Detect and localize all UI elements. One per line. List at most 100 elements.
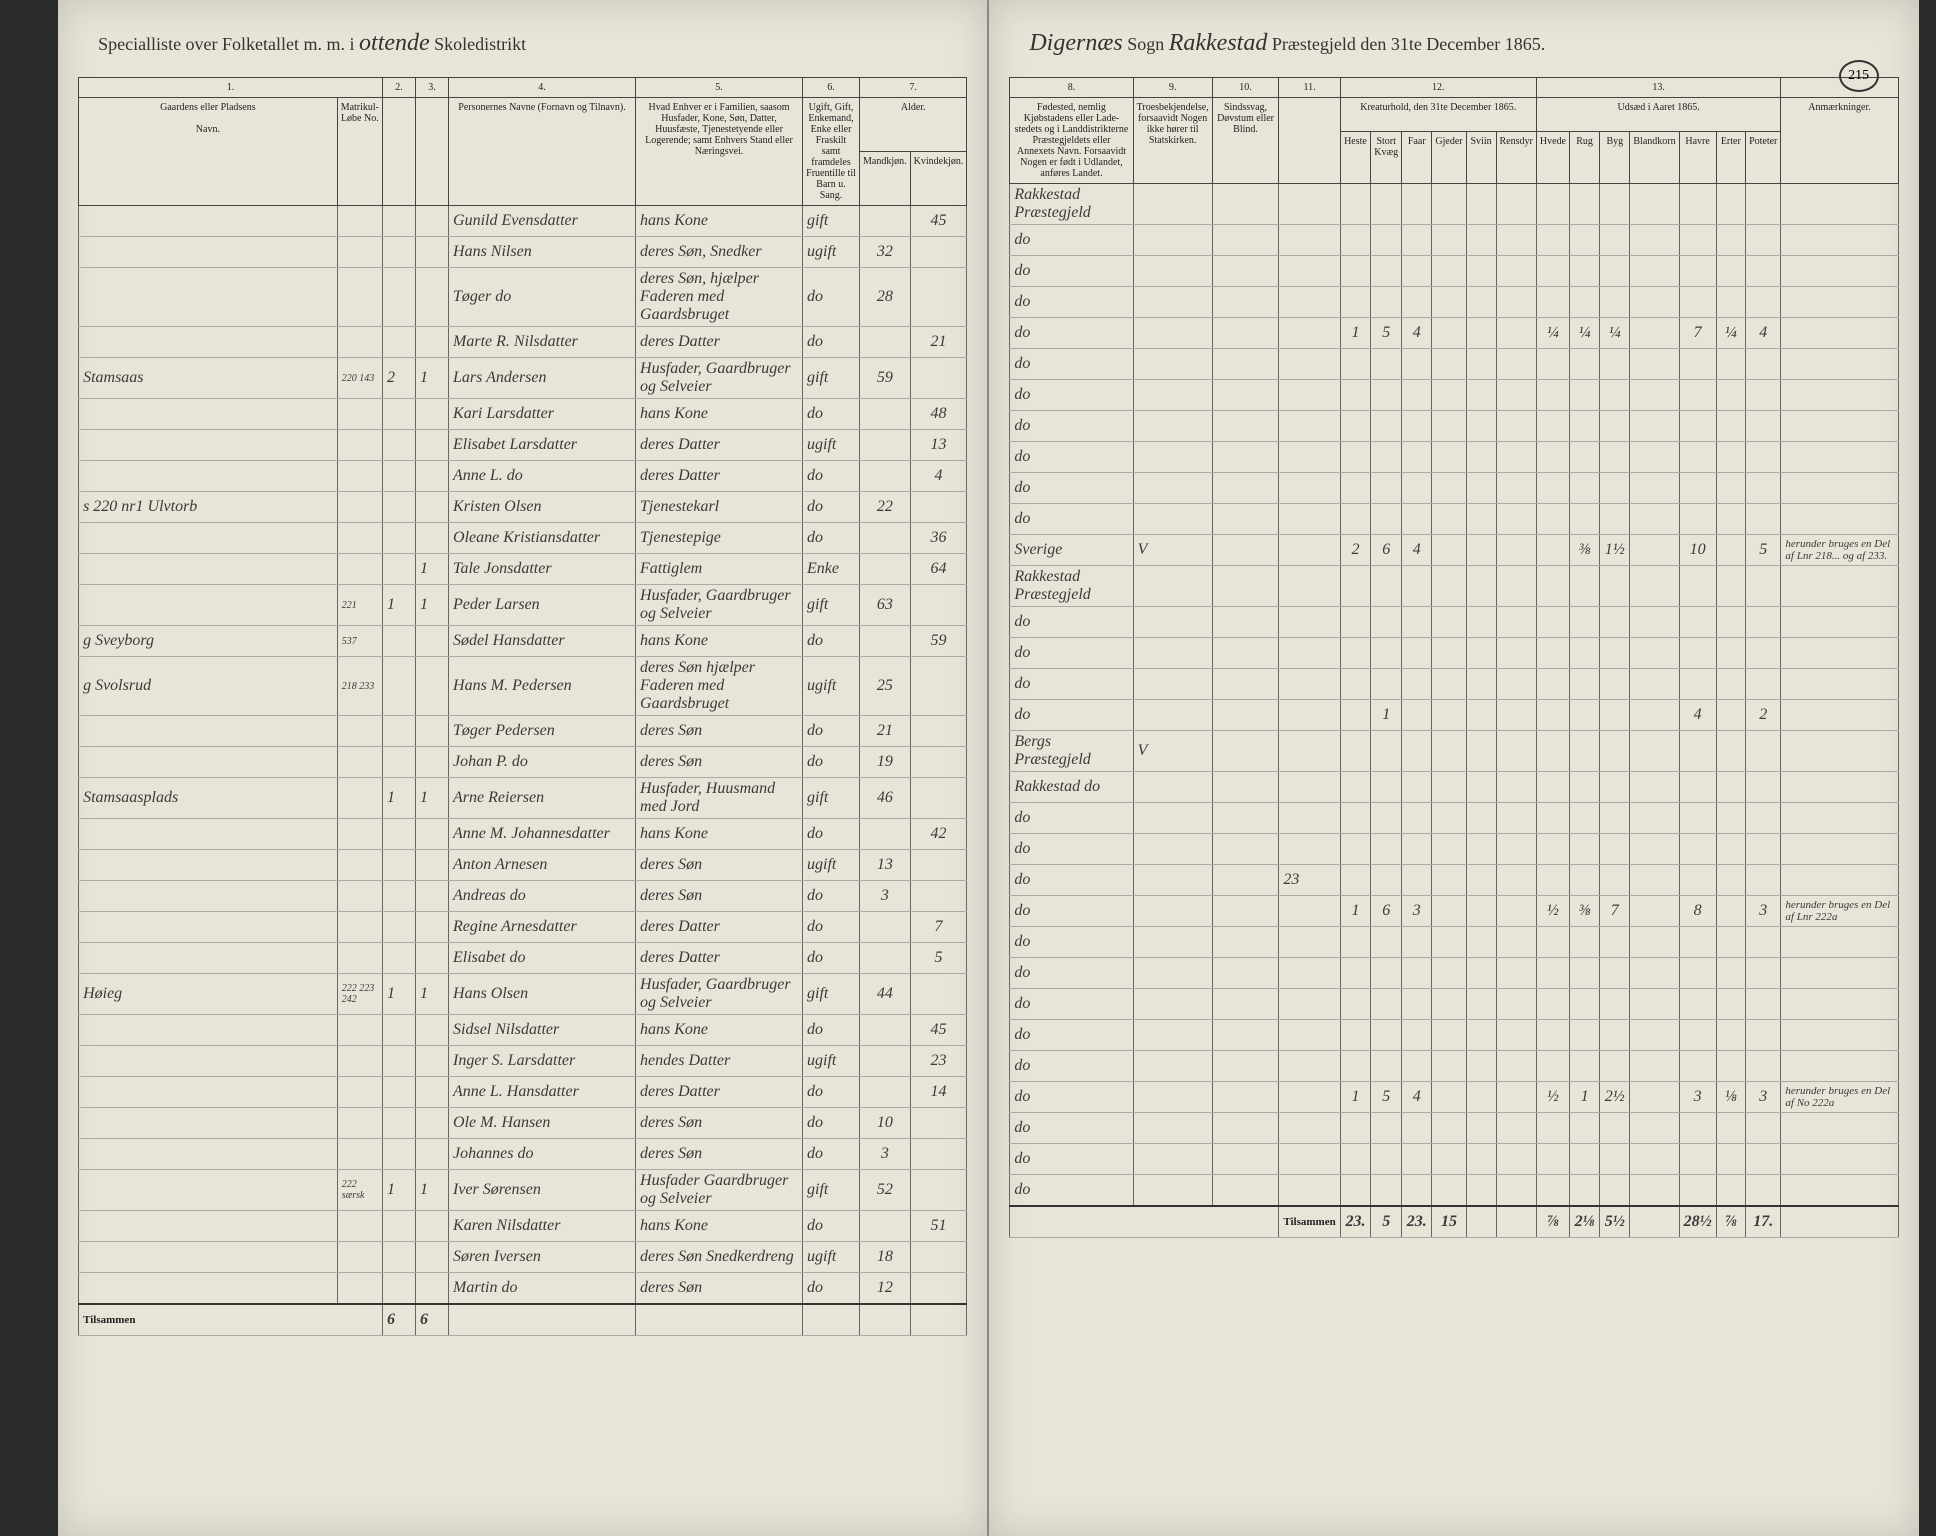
livestock-cell: [1340, 566, 1371, 607]
age-f-cell: 14: [910, 1077, 967, 1108]
col11-cell: 23: [1279, 865, 1340, 896]
name-cell: Ole M. Hansen: [449, 1108, 636, 1139]
age-m-cell: 21: [860, 716, 911, 747]
livestock-cell: [1402, 1144, 1432, 1175]
livestock-cell: [1679, 184, 1716, 225]
place-cell: do: [1010, 504, 1133, 535]
crops-label: Udsæd i Aaret 1865.: [1536, 98, 1781, 132]
table-row: Regine Arnesdatter deres Datter do 7: [79, 912, 967, 943]
livestock-cell: 4: [1679, 700, 1716, 731]
livestock-cell: [1536, 473, 1569, 504]
livestock-cell: [1466, 772, 1496, 803]
age-f-cell: 21: [910, 327, 967, 358]
col11-cell: [1279, 700, 1340, 731]
livestock-cell: [1679, 1144, 1716, 1175]
col9-cell: [1133, 473, 1212, 504]
table-row: g Svolsrud 218 233 Hans M. Pedersen dere…: [79, 657, 967, 716]
age-m-cell: [860, 1046, 911, 1077]
matr-cell: [337, 881, 382, 912]
livestock-cell: [1600, 411, 1630, 442]
col11-cell: [1279, 1144, 1340, 1175]
matr-cell: [337, 399, 382, 430]
livestock-cell: [1496, 504, 1536, 535]
livestock-cell: [1600, 927, 1630, 958]
tot-4: [1466, 1206, 1496, 1238]
c2-cell: [383, 1211, 416, 1242]
c2-cell: [383, 943, 416, 974]
c3-cell: [416, 1015, 449, 1046]
livestock-label: Kreaturhold, den 31te December 1865.: [1340, 98, 1536, 132]
tot-3: 15: [1432, 1206, 1466, 1238]
livestock-cell: [1402, 927, 1432, 958]
remarks-cell: [1781, 772, 1898, 803]
farm-cell: Stamsaasplads: [79, 778, 338, 819]
place-cell: do: [1010, 1175, 1133, 1207]
livestock-cell: [1432, 1144, 1466, 1175]
matr-cell: [337, 1077, 382, 1108]
livestock-cell: 2: [1340, 535, 1371, 566]
table-row: Elisabet Larsdatter deres Datter ugift 1…: [79, 430, 967, 461]
livestock-cell: [1340, 638, 1371, 669]
livestock-cell: [1536, 700, 1569, 731]
c3-cell: [416, 399, 449, 430]
tot-2: 23.: [1402, 1206, 1432, 1238]
livestock-cell: [1340, 411, 1371, 442]
matr-cell: [337, 778, 382, 819]
livestock-cell: [1630, 566, 1679, 607]
livestock-cell: [1432, 731, 1466, 772]
age-m-cell: [860, 206, 911, 237]
livestock-cell: [1340, 504, 1371, 535]
livestock-cell: [1536, 607, 1569, 638]
livestock-cell: [1716, 256, 1745, 287]
c2-cell: [383, 1108, 416, 1139]
livestock-cell: [1496, 927, 1536, 958]
age-m-cell: 18: [860, 1242, 911, 1273]
col10-cell: [1212, 669, 1279, 700]
col9-cell: [1133, 700, 1212, 731]
role-cell: Husfader Gaardbruger og Selveier: [636, 1170, 803, 1211]
livestock-cell: [1432, 1113, 1466, 1144]
livestock-cell: [1402, 256, 1432, 287]
havre: Havre: [1679, 131, 1716, 183]
col9-cell: [1133, 865, 1212, 896]
livestock-cell: [1432, 1175, 1466, 1207]
table-row: do: [1010, 256, 1898, 287]
livestock-cell: [1536, 989, 1569, 1020]
livestock-cell: [1496, 989, 1536, 1020]
livestock-cell: [1679, 225, 1716, 256]
livestock-cell: [1746, 504, 1781, 535]
age-f-cell: [910, 585, 967, 626]
table-row: Elisabet do deres Datter do 5: [79, 943, 967, 974]
livestock-cell: [1569, 638, 1599, 669]
livestock-cell: [1679, 380, 1716, 411]
livestock-cell: [1496, 607, 1536, 638]
col11-cell: [1279, 184, 1340, 225]
livestock-cell: [1466, 184, 1496, 225]
livestock-cell: [1630, 927, 1679, 958]
place-cell: do: [1010, 700, 1133, 731]
c2-cell: [383, 626, 416, 657]
remarks-cell: [1781, 834, 1898, 865]
table-row: Andreas do deres Søn do 3: [79, 881, 967, 912]
farm-cell: [79, 206, 338, 237]
remarks-cell: herunder bruges en Del af Lnr 218... og …: [1781, 535, 1898, 566]
book-spread: Specialliste over Folketallet m. m. i ot…: [0, 0, 1936, 1536]
table-row: do: [1010, 349, 1898, 380]
livestock-cell: [1432, 504, 1466, 535]
place-cell: do: [1010, 442, 1133, 473]
livestock-cell: [1536, 1144, 1569, 1175]
name-cell: Lars Andersen: [449, 358, 636, 399]
livestock-cell: [1716, 1144, 1745, 1175]
age-m-cell: 13: [860, 850, 911, 881]
livestock-cell: 3: [1402, 896, 1432, 927]
remarks-cell: [1781, 927, 1898, 958]
age-m-cell: [860, 430, 911, 461]
age-f-cell: [910, 1108, 967, 1139]
livestock-cell: [1679, 989, 1716, 1020]
col11-cell: [1279, 256, 1340, 287]
livestock-cell: [1371, 442, 1402, 473]
livestock-cell: [1746, 1051, 1781, 1082]
col11-cell: [1279, 1175, 1340, 1207]
age-female: Kvindekjøn.: [910, 152, 967, 206]
livestock-cell: 2: [1746, 700, 1781, 731]
